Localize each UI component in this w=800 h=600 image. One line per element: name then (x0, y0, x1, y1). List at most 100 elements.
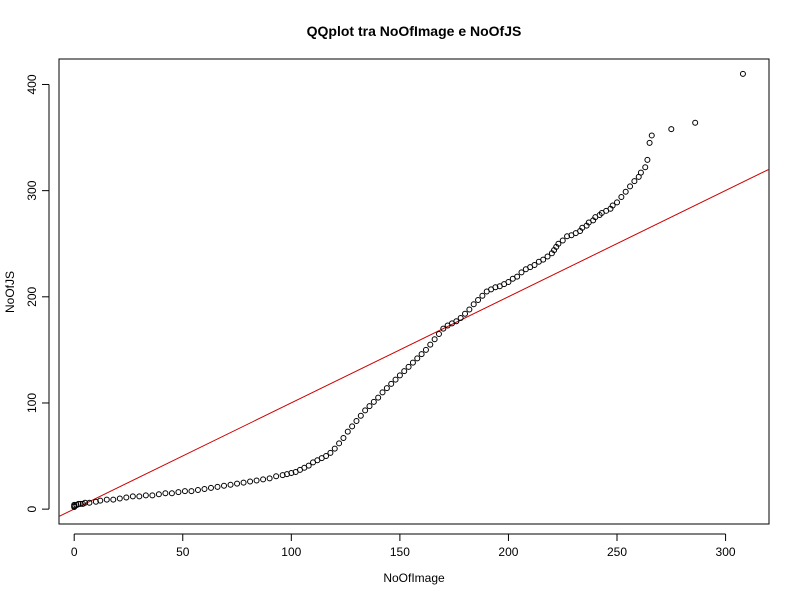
x-tick-label: 100 (281, 545, 301, 559)
data-point (260, 476, 267, 483)
data-point (247, 478, 254, 485)
data-point (622, 188, 629, 195)
data-point (431, 336, 438, 343)
data-point (142, 492, 149, 499)
data-point (479, 292, 486, 299)
data-point (366, 403, 373, 410)
data-point (266, 475, 273, 482)
x-tick-label: 300 (716, 545, 736, 559)
data-point (383, 385, 390, 392)
data-point (349, 423, 356, 430)
data-point (375, 394, 382, 401)
data-point (505, 278, 512, 285)
data-point (462, 310, 469, 317)
data-point (392, 376, 399, 383)
data-point (540, 256, 547, 263)
data-points (71, 70, 746, 511)
data-point (82, 499, 89, 506)
x-axis-label: NoOfImage (383, 571, 445, 585)
data-point (388, 380, 395, 387)
y-tick-label: 0 (25, 505, 39, 512)
data-point (234, 480, 241, 487)
data-point (175, 489, 182, 496)
data-point (646, 139, 653, 146)
data-point (188, 488, 195, 495)
data-point (555, 240, 562, 247)
data-point (470, 301, 477, 308)
y-tick-label: 100 (25, 393, 39, 413)
data-point (336, 440, 343, 447)
y-axis-label: NoOfJS (3, 271, 17, 313)
data-point (327, 449, 334, 456)
data-point (422, 346, 429, 353)
plot-frame (58, 58, 770, 525)
data-point (207, 484, 214, 491)
data-point (409, 359, 416, 366)
data-point (240, 479, 247, 486)
data-point (418, 351, 425, 358)
x-axis: 0 50 100 150 200 250 300 (71, 533, 736, 559)
data-point (331, 445, 338, 452)
data-point (168, 490, 175, 497)
data-point (440, 325, 447, 332)
data-point (149, 492, 156, 499)
x-tick-label: 250 (607, 545, 627, 559)
y-tick-label: 200 (25, 286, 39, 306)
data-point (475, 296, 482, 303)
data-point (75, 500, 82, 507)
data-point (86, 499, 93, 506)
data-point (414, 355, 421, 362)
x-tick-label: 200 (498, 545, 518, 559)
data-point (609, 202, 616, 209)
data-point (129, 493, 136, 500)
data-point (370, 398, 377, 405)
data-point (214, 483, 221, 490)
x-tick-label: 0 (71, 545, 78, 559)
data-point (544, 253, 551, 260)
data-point (340, 435, 347, 442)
data-point (668, 126, 675, 133)
y-tick-label: 300 (25, 180, 39, 200)
y-tick-label: 400 (25, 74, 39, 94)
data-point (323, 453, 330, 460)
data-point (344, 428, 351, 435)
data-point (201, 485, 208, 492)
data-point (427, 341, 434, 348)
data-point (181, 488, 188, 495)
data-point (642, 164, 649, 171)
data-point (559, 237, 566, 244)
data-point (453, 318, 460, 325)
data-point (466, 306, 473, 313)
data-point (531, 261, 538, 268)
data-point (273, 473, 280, 480)
data-point (103, 496, 110, 503)
data-point (116, 495, 123, 502)
data-point (739, 70, 746, 77)
data-point (401, 368, 408, 375)
data-point (692, 119, 699, 126)
y-axis: 0 100 200 300 400 (25, 74, 50, 512)
data-point (648, 132, 655, 139)
data-point (618, 194, 625, 201)
data-point (518, 269, 525, 276)
data-point (97, 497, 104, 504)
data-point (627, 183, 634, 190)
data-point (305, 462, 312, 469)
data-point (227, 481, 234, 488)
data-point (631, 178, 638, 185)
chart-title: QQplot tra NoOfImage e NoOfJS (307, 23, 522, 39)
data-point (514, 273, 521, 280)
x-tick-label: 150 (390, 545, 410, 559)
data-point (162, 490, 169, 497)
reference-line (59, 168, 769, 517)
data-point (136, 493, 143, 500)
x-tick-label: 50 (176, 545, 190, 559)
data-point (435, 330, 442, 337)
data-point (396, 372, 403, 379)
data-point (123, 494, 130, 501)
data-point (357, 412, 364, 419)
data-point (644, 156, 651, 163)
data-point (457, 315, 464, 322)
data-point (253, 477, 260, 484)
